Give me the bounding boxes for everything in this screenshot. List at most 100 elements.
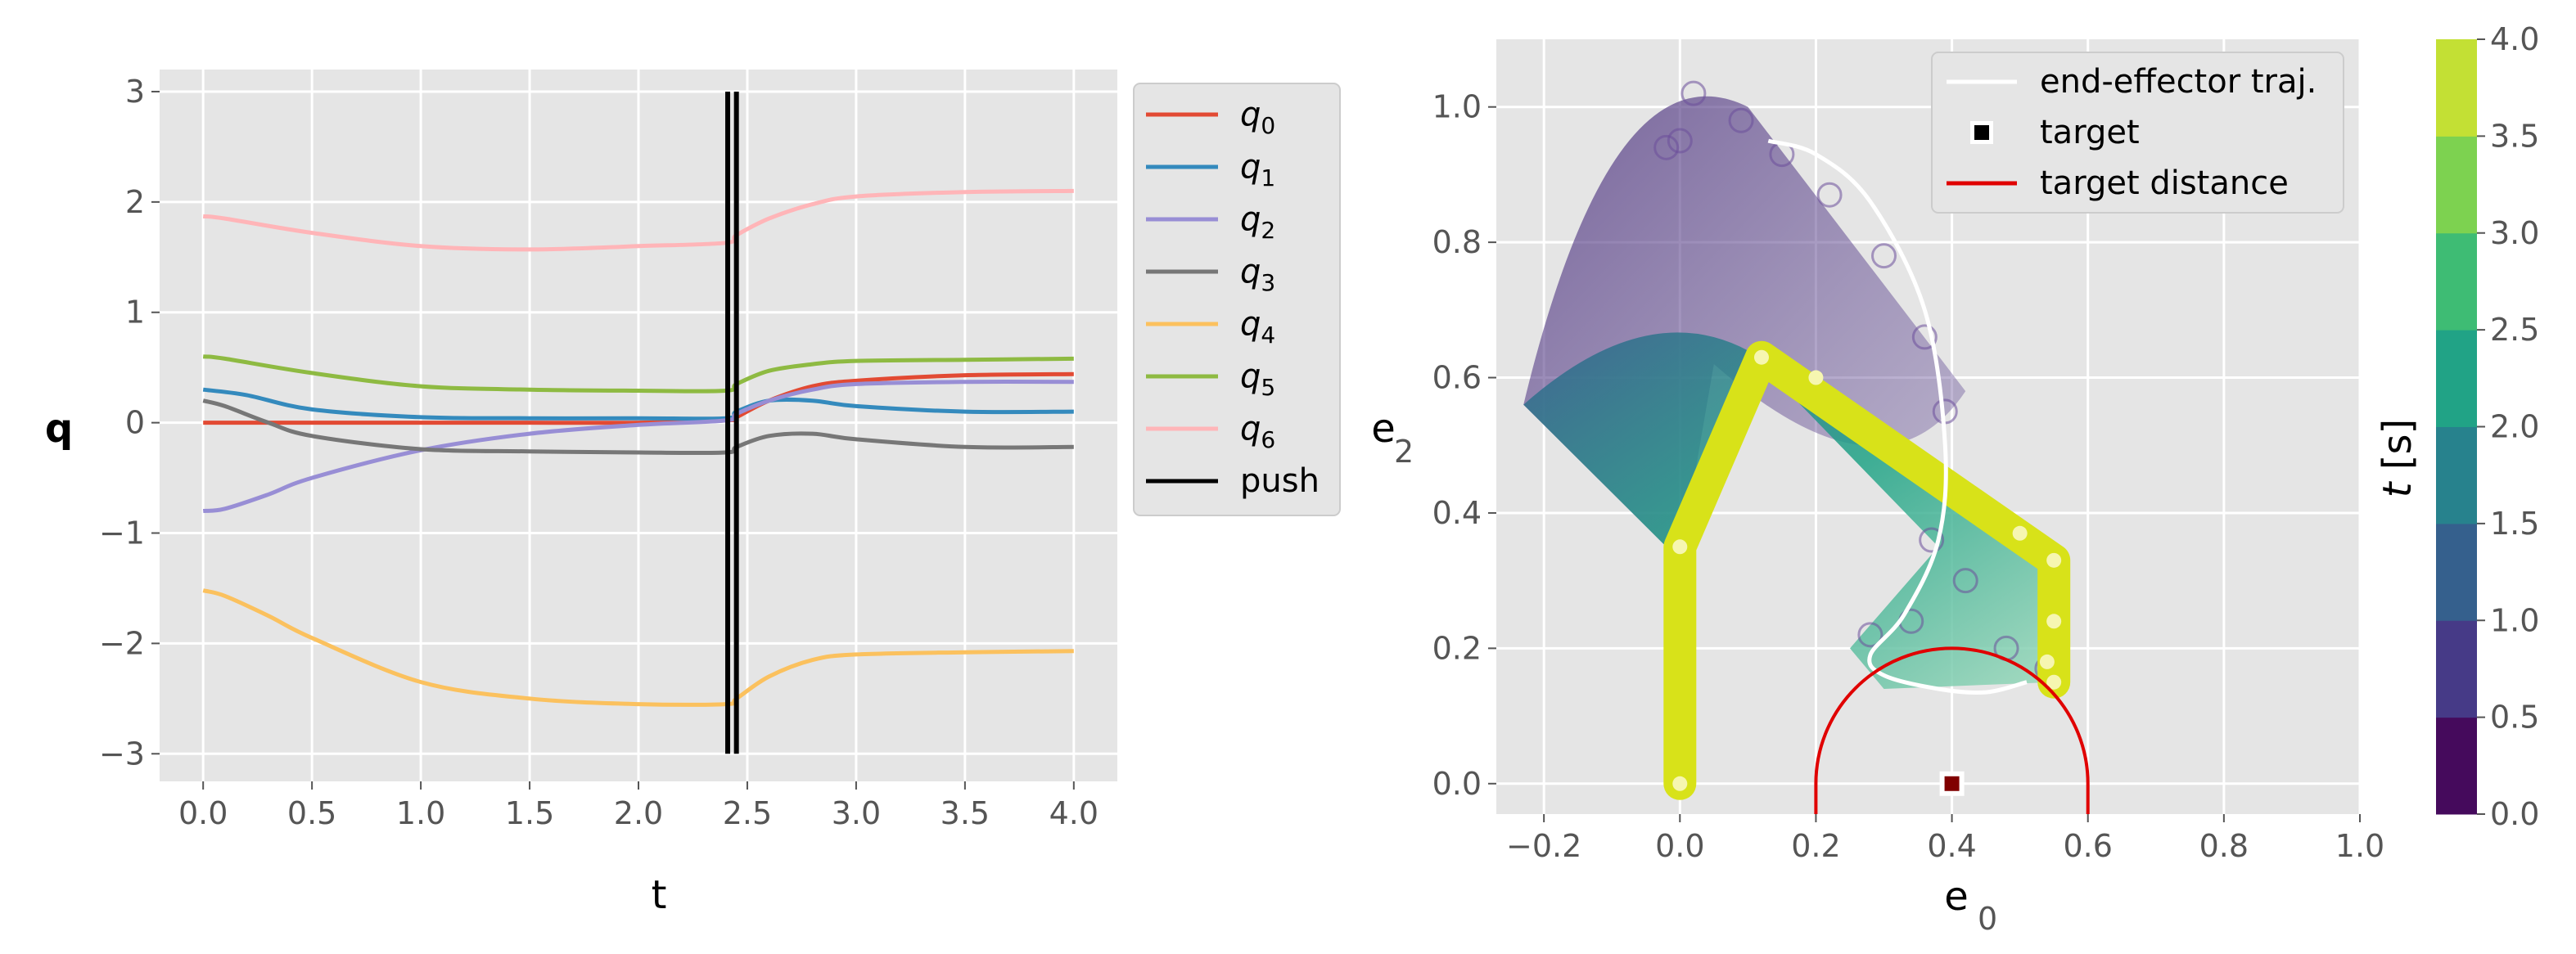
joint-marker-ghost (1919, 527, 1945, 553)
colorbar-tick-label: 3.0 (2490, 215, 2539, 251)
series-line-q5 (202, 354, 1074, 394)
left-x-tick-label: 4.0 (1049, 795, 1099, 831)
svg-text:2: 2 (1394, 434, 1414, 470)
colorbar: 4.0 3.5 3.0 2.5 2.0 1.5 1.0 0.5 0.0 t [s] (2375, 21, 2539, 832)
left-y-axis-label: q (45, 406, 73, 452)
joint-marker-ghost (1952, 568, 1978, 594)
colorbar-tick-label: 0.5 (2490, 700, 2539, 736)
left-legend-box (1133, 83, 1341, 516)
right-y-tick-label: 0.4 (1432, 495, 1482, 531)
left-y-tick-label: 1 (125, 295, 145, 331)
series-line-q1 (202, 387, 1074, 421)
joint-marker-ghost (1857, 622, 1884, 648)
left-y-tick-label: 0 (125, 405, 145, 441)
joint-marker-ghost (1667, 128, 1693, 154)
right-x-tick-label: −0.2 (1506, 828, 1581, 864)
colorbar-tick-label: 2.5 (2490, 312, 2539, 348)
left-x-tick-label: 1.0 (396, 795, 445, 831)
arm-final-joint (2039, 654, 2055, 669)
legend-label-q2: q2 (1240, 200, 1275, 244)
right-x-tick-label: 0.4 (1927, 828, 1976, 864)
legend-label-target-distance: target distance (2040, 164, 2289, 202)
right-x-tick-label: 0.2 (1791, 828, 1840, 864)
right-legend: end-effector traj. target target distance (1931, 52, 2344, 214)
arm-final-joint (1753, 349, 1769, 365)
joint-marker-ghost (1653, 134, 1680, 160)
left-x-tick-label: 0.0 (178, 795, 228, 831)
arm-final-joint (1672, 539, 1688, 555)
right-x-axis-label: e 0 (1944, 874, 1997, 937)
target-distance-circle (1814, 646, 2090, 814)
legend-label-target: target (2040, 114, 2140, 151)
end-effector-chart: −0.2 0.0 0.2 0.4 0.6 0.8 1.0 1.0 0.8 0.6 0.4 0.2 0.… (1371, 39, 2384, 937)
colorbar-segment (2436, 523, 2477, 621)
left-x-axis-label: t (652, 872, 667, 918)
arm-final-joint (1808, 370, 1824, 385)
right-x-tick-label: 1.0 (2335, 828, 2384, 864)
arm-final-joint (2046, 674, 2062, 690)
left-x-tick-label: 3.5 (941, 795, 990, 831)
right-x-tick-label: 0.8 (2199, 828, 2249, 864)
colorbar-segment (2436, 330, 2477, 427)
legend-swatch-target (1974, 125, 1989, 140)
colorbar-tick-label: 1.5 (2490, 506, 2539, 542)
colorbar-segment (2436, 232, 2477, 331)
right-x-tick-label: 0.0 (1655, 828, 1704, 864)
left-x-tick-label: 1.5 (505, 795, 554, 831)
right-y-tick-label: 0.6 (1432, 360, 1482, 396)
legend-label-end-effector-traj-: end-effector traj. (2040, 63, 2317, 101)
arm-final-joint (2046, 552, 2062, 568)
left-y-tick-label: −2 (99, 625, 145, 661)
left-y-tick-label: −1 (99, 515, 145, 551)
legend-label-q5: q5 (1240, 358, 1275, 401)
legend-label-q1: q1 (1240, 148, 1275, 191)
arm-final-joint (1672, 776, 1688, 791)
svg-text:0: 0 (1978, 901, 1997, 937)
left-x-tick-label: 2.5 (723, 795, 772, 831)
joint-marker-ghost (1728, 107, 1754, 133)
end-effector-trajectory (1767, 138, 2028, 695)
legend-label-q0: q0 (1240, 96, 1275, 139)
legend-label-q3: q3 (1240, 253, 1275, 296)
colorbar-segment (2436, 426, 2477, 524)
series-line-q2 (202, 380, 1074, 513)
right-y-tick-label: 1.0 (1432, 89, 1482, 125)
colorbar-segment (2436, 620, 2477, 718)
svg-text:e: e (1371, 406, 1396, 452)
colorbar-tick-label: 3.5 (2490, 118, 2539, 154)
colorbar-tick-label: 2.0 (2490, 409, 2539, 445)
left-x-tick-label: 0.5 (287, 795, 336, 831)
legend-label-q6: q6 (1240, 410, 1275, 453)
left-y-tick-label: −3 (99, 736, 145, 772)
joint-marker-ghost (1871, 243, 1897, 269)
series-line-q4 (202, 588, 1074, 707)
joint-marker-ghost (1911, 324, 1938, 350)
joint-marker-ghost (1816, 182, 1843, 208)
right-y-tick-label: 0.2 (1432, 630, 1482, 666)
colorbar-tick-label: 1.0 (2490, 602, 2539, 638)
colorbar-tick-label: 4.0 (2490, 21, 2539, 57)
colorbar-label: t [s] (2375, 419, 2420, 498)
legend-label-push: push (1240, 462, 1320, 500)
target-marker (1944, 776, 1960, 791)
left-legend: q0 q1 q2 q3 q4 q5 q6 push (1133, 83, 1341, 516)
left-x-tick-label: 3.0 (832, 795, 881, 831)
joint-angle-chart: 0.0 0.5 1.0 1.5 2.0 2.5 3.0 3.5 4.0 3 2 1 0 −1 −2 −3 t… (45, 70, 1341, 918)
series-line-q6 (202, 188, 1074, 252)
right-y-tick-label: 0.8 (1432, 224, 1482, 260)
svg-text:e: e (1944, 874, 1969, 920)
arm-final-joint (2046, 614, 2062, 629)
colorbar-tick-label: 0.0 (2490, 796, 2539, 832)
left-y-tick-label: 2 (125, 184, 145, 220)
right-y-tick-label: 0.0 (1432, 766, 1482, 802)
right-y-axis-label: e 2 (1371, 406, 1414, 470)
right-x-tick-label: 0.6 (2063, 828, 2112, 864)
arm-sweep-late (1523, 332, 2055, 689)
joint-marker-ghost (1680, 80, 1707, 106)
left-x-tick-label: 2.0 (614, 795, 663, 831)
colorbar-segment (2436, 717, 2477, 815)
left-y-tick-label: 3 (125, 74, 145, 110)
legend-label-q4: q4 (1240, 305, 1275, 349)
colorbar-segment (2436, 39, 2477, 137)
